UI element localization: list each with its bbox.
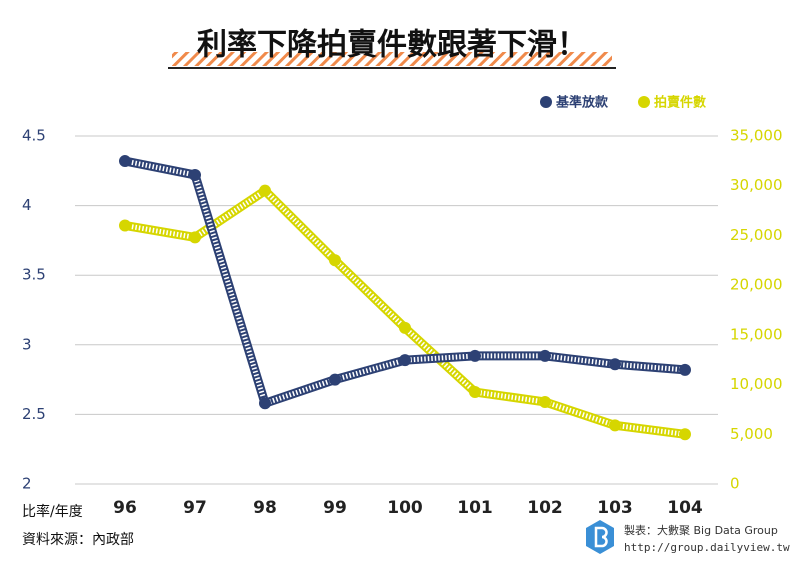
legend-swatch [540,96,552,108]
x-tick-label: 100 [387,498,423,518]
url: http://group.dailyview.tw [624,541,790,554]
data-point [329,373,341,386]
y2-tick-label: 0 [730,475,740,493]
x-axis-label: 比率/年度 [22,503,83,520]
x-tick-label: 104 [667,498,703,518]
title-decoration [172,52,612,66]
x-tick-label: 99 [323,498,347,518]
x-tick-label: 103 [597,498,633,518]
data-point [609,419,621,432]
data-point [189,168,201,181]
y-tick-label: 2.5 [22,405,46,423]
x-tick-label: 98 [253,498,277,518]
x-tick-label: 101 [457,498,493,518]
logo-glyph [594,526,608,548]
y2-tick-label: 5,000 [730,425,773,443]
data-point [259,184,271,197]
logo-hexagon [586,520,614,554]
y-tick-label: 2 [22,475,32,493]
legend-label: 基準放款 [555,95,609,111]
data-point [329,254,341,267]
x-tick-label: 96 [113,498,137,518]
y-tick-label: 3.5 [22,266,46,284]
y-tick-label: 4 [22,196,32,214]
data-point [399,354,411,367]
credit: 製表：大數聚 Big Data Group [624,523,778,537]
data-point [469,386,481,399]
y2-tick-label: 25,000 [730,226,783,244]
data-point [539,395,551,408]
series-line [124,156,686,408]
data-point [609,358,621,371]
source: 資料來源：內政部 [22,532,134,548]
y-tick-label: 3 [22,335,32,353]
data-point [119,155,131,168]
data-point [679,363,691,376]
data-point [399,321,411,334]
data-point [469,349,481,362]
y2-tick-label: 20,000 [730,276,783,294]
x-tick-label: 102 [527,498,563,518]
y-tick-label: 4.5 [22,127,46,145]
data-point [119,219,131,232]
logo [586,520,614,554]
line-texture [124,158,686,407]
x-tick-label: 97 [183,498,207,518]
chart-title: 利率下降拍賣件數跟著下滑！ [197,28,587,63]
data-point [259,397,271,410]
data-point [539,349,551,362]
y2-tick-label: 15,000 [730,325,783,343]
data-point [189,231,201,244]
legend-label: 拍賣件數 [654,95,706,111]
data-point [679,428,691,441]
y2-tick-label: 35,000 [730,127,783,145]
y2-tick-label: 10,000 [730,375,783,393]
legend-swatch [638,96,650,108]
y2-tick-label: 30,000 [730,176,783,194]
